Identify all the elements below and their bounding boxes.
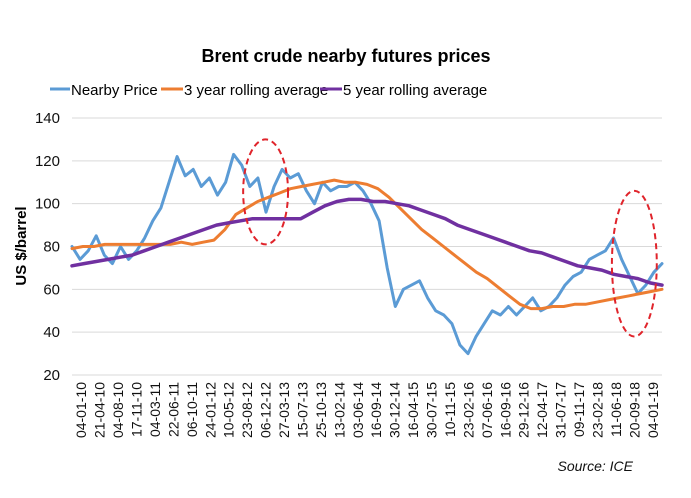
y-tick-label: 140 xyxy=(35,110,60,127)
x-tick-label: 21-04-10 xyxy=(92,382,108,438)
x-tick-label: 25-10-13 xyxy=(313,382,329,438)
y-tick-label: 60 xyxy=(43,281,60,298)
x-axis-ticks: 04-01-10 21-04-10 04-08-10 17-11-10 04-03-11… xyxy=(73,382,661,438)
x-tick-label: 10-05-12 xyxy=(221,382,237,438)
legend-label-5yr: 5 year rolling average xyxy=(343,82,487,99)
legend: Nearby Price 3 year rolling average 5 ye… xyxy=(50,82,487,99)
legend-item-3yr: 3 year rolling average xyxy=(161,82,328,99)
chart-title: Brent crude nearby futures prices xyxy=(201,46,490,66)
y-tick-label: 40 xyxy=(43,324,60,341)
gridlines xyxy=(72,117,662,376)
x-tick-label: 23-08-12 xyxy=(239,382,255,438)
x-tick-label: 23-02-18 xyxy=(589,382,605,438)
y-tick-label: 120 xyxy=(35,153,60,170)
x-tick-label: 30-07-15 xyxy=(424,382,440,438)
x-tick-label: 23-02-16 xyxy=(460,382,476,438)
x-tick-label: 04-08-10 xyxy=(110,382,126,438)
x-tick-label: 16-09-16 xyxy=(497,382,513,438)
x-tick-label: 16-09-14 xyxy=(368,382,384,438)
x-tick-label: 09-11-17 xyxy=(571,382,587,437)
y-tick-label: 80 xyxy=(43,239,60,256)
highlight-ellipse-1 xyxy=(242,138,290,246)
legend-item-5yr: 5 year rolling average xyxy=(320,82,487,99)
x-tick-label: 04-01-19 xyxy=(645,382,661,438)
series-5yr-average xyxy=(70,197,664,287)
x-tick-label: 22-06-11 xyxy=(165,382,181,437)
legend-item-nearby-price: Nearby Price xyxy=(50,82,158,99)
x-tick-label: 04-03-11 xyxy=(147,382,163,437)
x-tick-label: 15-07-13 xyxy=(294,382,310,438)
x-tick-label: 04-01-10 xyxy=(73,382,89,438)
x-tick-label: 07-06-16 xyxy=(479,382,495,438)
x-tick-label: 20-09-18 xyxy=(626,382,642,438)
x-tick-label: 12-04-17 xyxy=(534,382,550,438)
x-tick-label: 17-11-10 xyxy=(129,382,145,437)
x-tick-label: 31-07-17 xyxy=(553,382,569,438)
x-tick-label: 06-12-12 xyxy=(258,382,274,438)
series-lines xyxy=(70,152,664,356)
x-tick-label: 11-06-18 xyxy=(608,382,624,437)
y-tick-label: 100 xyxy=(35,196,60,213)
x-tick-label: 30-12-14 xyxy=(387,382,403,438)
x-tick-label: 10-11-15 xyxy=(442,382,458,437)
annotations xyxy=(242,138,658,338)
x-tick-label: 29-12-16 xyxy=(516,382,532,438)
x-tick-label: 16-04-15 xyxy=(405,382,421,438)
x-tick-label: 03-06-14 xyxy=(350,382,366,438)
legend-label-3yr: 3 year rolling average xyxy=(184,82,328,99)
x-tick-label: 06-10-11 xyxy=(184,382,200,437)
series-3yr-average xyxy=(70,178,664,311)
source-note: Source: ICE xyxy=(558,458,634,474)
x-tick-label: 24-01-12 xyxy=(202,382,218,438)
series-nearby-price xyxy=(70,152,664,356)
y-tick-label: 20 xyxy=(43,367,60,384)
y-axis-label: US $/barrel xyxy=(13,206,30,285)
x-tick-label: 27-03-13 xyxy=(276,382,292,438)
x-tick-label: 13-02-14 xyxy=(331,382,347,438)
y-axis-ticks: 20 40 60 80 100 120 140 xyxy=(35,110,60,384)
highlight-ellipse-2 xyxy=(610,189,658,338)
legend-label-nearby-price: Nearby Price xyxy=(71,82,158,99)
